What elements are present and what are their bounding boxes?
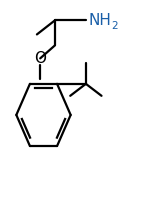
Text: NH: NH: [89, 13, 112, 28]
Text: O: O: [34, 51, 46, 66]
Text: 2: 2: [111, 21, 118, 31]
